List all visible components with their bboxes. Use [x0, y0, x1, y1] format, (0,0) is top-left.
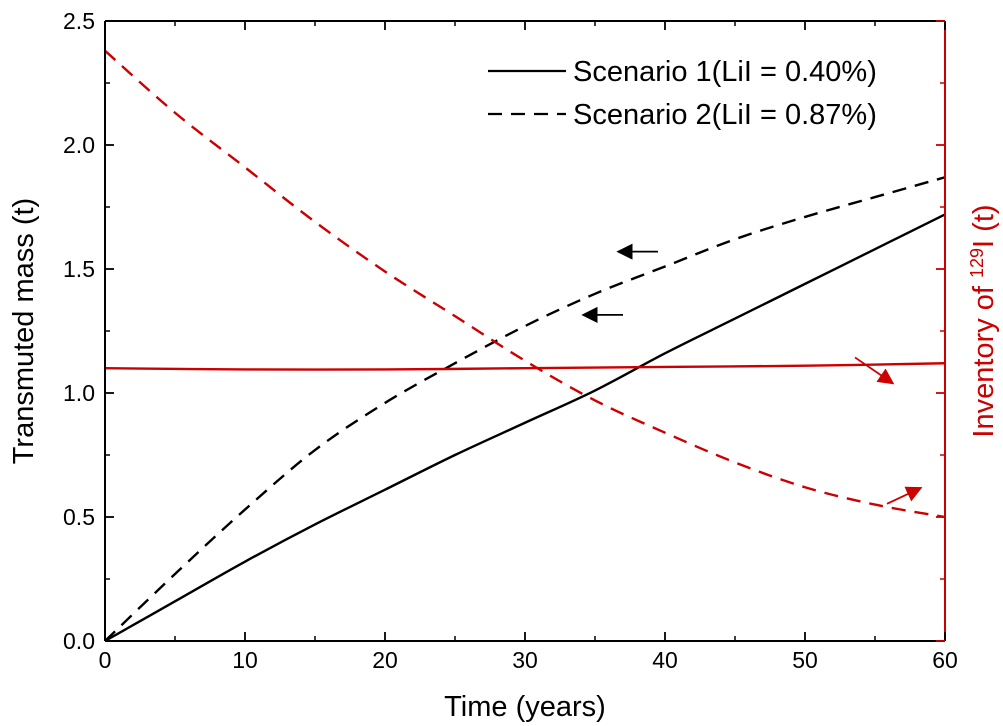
series-line-2 [104, 176, 946, 642]
plot-area [104, 49, 946, 643]
y-tick-label-left: 2.5 [63, 8, 95, 34]
annotation-arrow [854, 356, 895, 385]
series-line-3 [104, 362, 946, 371]
legend: Scenario 1(LiI = 0.40%) Scenario 2(LiI =… [488, 56, 877, 131]
x-tick-label: 10 [232, 647, 258, 673]
y-tick-label-left: 0.0 [63, 628, 95, 654]
x-tick-label: 50 [792, 647, 818, 673]
x-tick-label: 0 [99, 647, 112, 673]
x-tick-label: 20 [372, 647, 398, 673]
series-line-1 [104, 213, 946, 643]
y-tick-label-left: 0.5 [63, 504, 95, 530]
right-y-axis-title-superscript: 129 [967, 248, 987, 278]
x-tick-label: 30 [512, 647, 538, 673]
right-y-axis-title-prefix: Inventory of [968, 278, 1000, 438]
annotation-arrow [886, 486, 923, 505]
series-line-4 [104, 49, 946, 519]
y-tick-label-left: 1.0 [63, 380, 95, 406]
x-axis-title: Time (years) [444, 691, 606, 723]
x-tick-label: 60 [932, 647, 958, 673]
x-tick-label: 40 [652, 647, 678, 673]
y-tick-label-left: 1.5 [63, 256, 95, 282]
ticks: 0 10 20 30 40 50 60 0.0 0.5 1.0 1.5 2.0 2.5 [63, 8, 958, 673]
right-y-axis-title-suffix: I (t) [968, 204, 1000, 248]
y-tick-label-left: 2.0 [63, 132, 95, 158]
legend-label-scenario-1: Scenario 1(LiI = 0.40%) [573, 56, 877, 88]
legend-label-scenario-2: Scenario 2(LiI = 0.87%) [573, 99, 877, 131]
left-y-axis-title: Transmuted mass (t) [8, 198, 40, 464]
right-y-axis-title: Inventory of 129I (t) [967, 204, 1000, 437]
